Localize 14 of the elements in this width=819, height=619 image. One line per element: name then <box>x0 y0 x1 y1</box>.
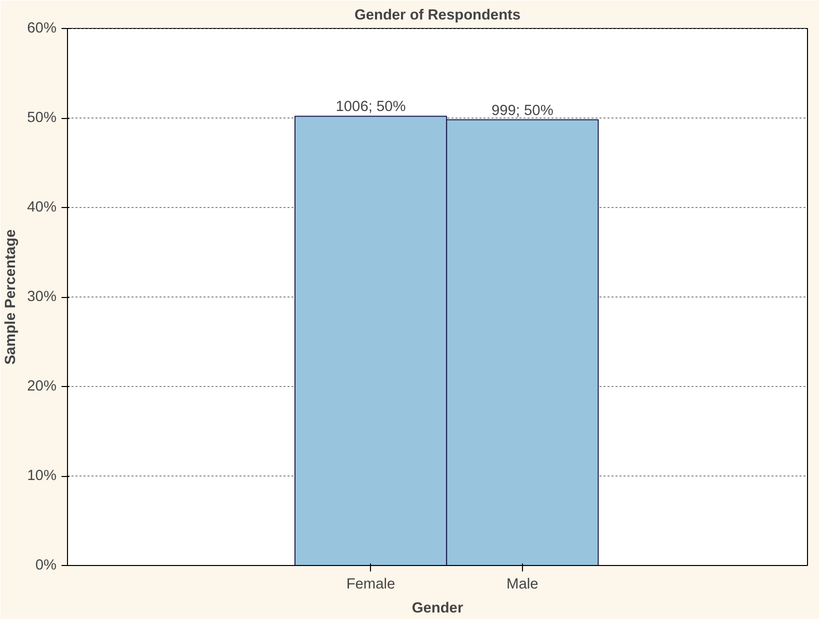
x-tick-label: Male <box>506 576 538 592</box>
y-tick-label: 30% <box>27 289 57 305</box>
data-label: 999; 50% <box>491 102 554 119</box>
y-tick-label: 10% <box>27 468 57 484</box>
y-tick-label: 50% <box>27 110 57 126</box>
x-axis-title: Gender <box>412 600 464 616</box>
y-tick-label: 60% <box>27 20 57 36</box>
y-tick-label: 0% <box>35 558 57 574</box>
x-tick-label: Female <box>346 576 396 592</box>
y-tick-label: 20% <box>27 378 57 394</box>
chart-title: Gender of Respondents <box>354 8 521 24</box>
y-axis-title: Sample Percentage <box>3 229 20 365</box>
y-tick-label: 40% <box>27 200 57 216</box>
data-label: 1006; 50% <box>336 99 406 116</box>
